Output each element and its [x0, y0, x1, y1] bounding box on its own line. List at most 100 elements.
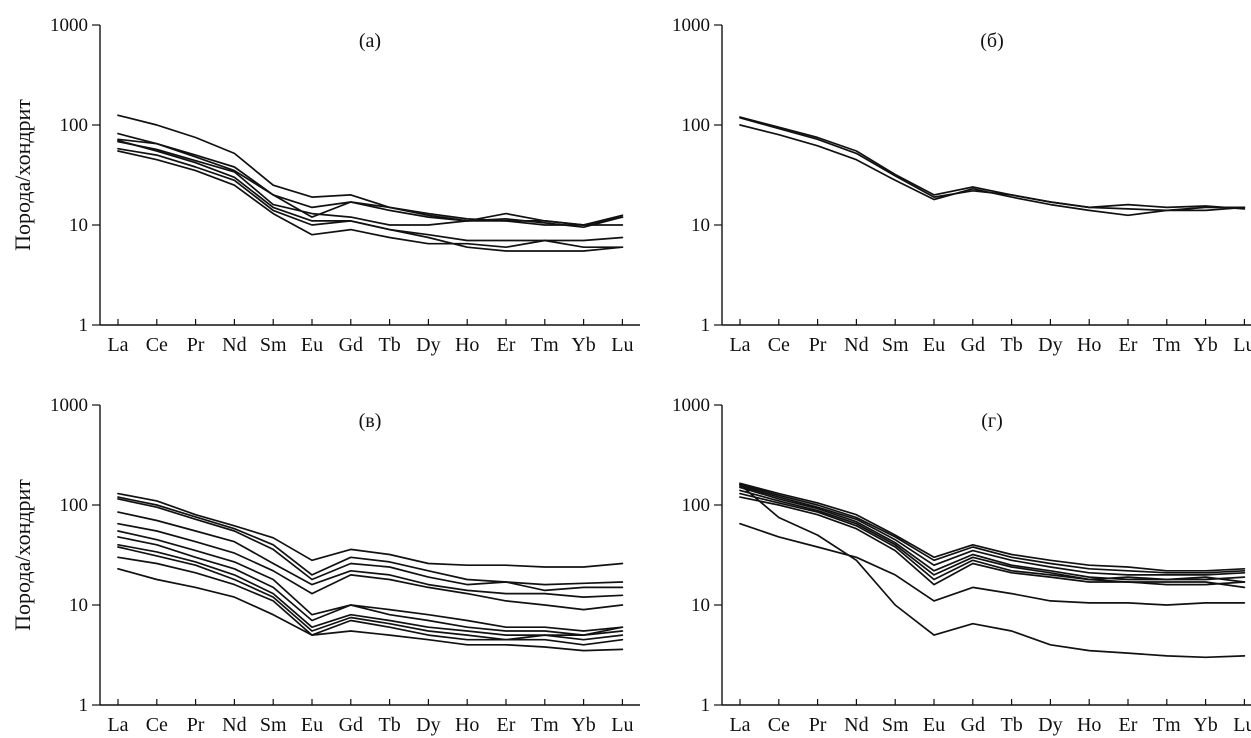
panel-a-series-line-1: [117, 114, 624, 226]
panel-c-series-line-2: [117, 496, 624, 586]
panel-c-x-tick-label: Er: [497, 714, 516, 736]
panel-a-y-tick-label: 10: [69, 215, 88, 236]
panel-c-series-line-10: [117, 556, 624, 646]
panel-d-y-tick-label: 1000: [672, 395, 710, 416]
panel-b-title: (б): [980, 30, 1004, 52]
panel-c-x-tick-label: Nd: [222, 714, 246, 736]
panel-d-series-line-9: [739, 483, 1246, 659]
panel-c-x-tick-label: Tb: [378, 714, 400, 736]
panel-d-series-line-1: [739, 482, 1246, 572]
panel-a-y-tick-label: 1000: [50, 15, 88, 36]
panel-b: (б) 1 10 100 1000 La Ce Pr Nd Sm Eu Gd Tb Dy Ho Er Tm Yb…: [672, 15, 1251, 356]
panel-c-x-tick-label: Eu: [301, 714, 323, 736]
panel-c-x-tick-label: Lu: [611, 714, 633, 736]
panel-c-x-tick-label: Pr: [187, 714, 205, 736]
panel-a-x-tick-label: Nd: [222, 334, 246, 356]
panel-d-x-tick-label: Pr: [809, 714, 827, 736]
panel-d-x-tick-label: Tb: [1000, 714, 1022, 736]
panel-c-x-tick-label: Dy: [416, 714, 440, 736]
panel-d-x-tick-label: Yb: [1193, 714, 1217, 736]
panel-d-title: (г): [981, 410, 1003, 432]
panel-c-ylabel: Порода/хондрит: [10, 479, 35, 631]
panel-d-x-tick-label: Ce: [768, 714, 790, 736]
panel-b-series-line-3: [739, 116, 1246, 210]
panel-c-x-tick-label: Sm: [260, 714, 287, 736]
panel-d-x-tick-label: Tm: [1153, 714, 1181, 736]
panel-d-series-line-7: [739, 496, 1246, 586]
panel-a-series-line-6: [117, 150, 624, 249]
panel-c-y-tick-label: 10: [69, 595, 88, 616]
panel-b-y-tick-label: 100: [682, 115, 711, 136]
panel-d-x-tick-label: Ho: [1077, 714, 1101, 736]
panel-d-series-line-8: [739, 522, 1246, 606]
panel-a-series-line-4: [117, 140, 624, 226]
panel-a-x-tick-label: Dy: [416, 334, 440, 356]
panel-a-series-line-2: [117, 132, 624, 226]
panel-b-x-tick-label: Pr: [809, 334, 827, 356]
panel-b-x-tick-label: Eu: [923, 334, 945, 356]
panel-c-series-line-7: [117, 536, 624, 636]
panel-a-x-tick-label: La: [107, 334, 128, 356]
panel-a-x-tick-label: Ce: [146, 334, 168, 356]
panel-d-y-tick-label: 10: [691, 595, 710, 616]
panel-a-x-tick-label: Sm: [260, 334, 287, 356]
panel-b-x-tick-label: Tb: [1000, 334, 1022, 356]
panel-b-y-tick-label: 1000: [672, 15, 710, 36]
panel-c-series-line-3: [117, 498, 624, 592]
panel-c-x-tick-label: Yb: [571, 714, 595, 736]
panel-a-y-tick-label: 100: [60, 115, 89, 136]
panel-a-x-tick-label: Er: [497, 334, 516, 356]
panel-a-x-tick-label: Gd: [339, 334, 363, 356]
panel-c-x-tick-label: Ce: [146, 714, 168, 736]
panel-b-x-tick-label: Nd: [844, 334, 868, 356]
panel-b-x-tick-label: Sm: [882, 334, 909, 356]
panel-d-series-line-5: [739, 489, 1246, 583]
panel-d-x-tick-label: Sm: [882, 714, 909, 736]
panel-a-ylabel: Порода/хондрит: [10, 99, 35, 251]
panel-c-y-tick-label: 1: [79, 695, 89, 716]
panel-d-x-tick-label: Eu: [923, 714, 945, 736]
panel-d-x-tick-label: La: [729, 714, 750, 736]
panel-b-x-tick-label: Ho: [1077, 334, 1101, 356]
panel-b-y-tick-label: 10: [691, 215, 710, 236]
panel-d-series-line-6: [739, 492, 1246, 589]
panel-b-x-tick-label: Dy: [1038, 334, 1062, 356]
panel-c: (в) Порода/хондрит 1 10 100 1000 La Ce Pr Nd Sm E…: [10, 395, 640, 736]
panel-b-series-line-1: [739, 116, 1246, 212]
panel-d-series-line-3: [739, 485, 1246, 576]
panel-b-x-tick-label: La: [729, 334, 750, 356]
panel-b-x-tick-label: Er: [1119, 334, 1138, 356]
panel-d-y-tick-label: 1: [701, 695, 711, 716]
panel-a-x-tick-label: Tm: [531, 334, 559, 356]
panel-c-series-line-11: [117, 567, 624, 652]
panel-a-x-tick-label: Ho: [455, 334, 479, 356]
panel-a-x-tick-label: Eu: [301, 334, 323, 356]
panel-a-series-line-7: [117, 139, 624, 252]
panel-b-x-tick-label: Tm: [1153, 334, 1181, 356]
panel-c-x-tick-label: La: [107, 714, 128, 736]
panel-a-y-tick-label: 1: [79, 315, 89, 336]
panel-c-series-line-9: [117, 546, 624, 641]
panel-c-x-tick-label: Tm: [531, 714, 559, 736]
panel-c-title: (в): [359, 410, 382, 432]
panel-d-series-line-2: [739, 483, 1246, 574]
panel-d-y-tick-label: 100: [682, 495, 711, 516]
panel-c-x-tick-label: Ho: [455, 714, 479, 736]
panel-b-x-tick-label: Yb: [1193, 334, 1217, 356]
panel-a: (а) Порода/хондрит 1 10 100 1000 La Ce Pr Nd Sm E…: [10, 15, 640, 356]
panel-d-x-tick-label: Lu: [1233, 714, 1251, 736]
panel-d-x-tick-label: Gd: [961, 714, 985, 736]
panel-c-y-tick-label: 1000: [50, 395, 88, 416]
panel-d-x-tick-label: Er: [1119, 714, 1138, 736]
panel-d-real: (г) 1 10 100 1000 La Ce Pr Nd Sm Eu Gd Tb Dy Ho Er Tm Yb…: [672, 395, 1251, 736]
panel-d-x-tick-label: Nd: [844, 714, 868, 736]
panel-c-series-line-6: [117, 530, 624, 632]
panel-a-x-tick-label: Yb: [571, 334, 595, 356]
panel-c-x-tick-label: Gd: [339, 714, 363, 736]
panel-a-x-tick-label: Tb: [378, 334, 400, 356]
panel-a-series-line-3: [117, 138, 624, 229]
panel-b-x-tick-label: Gd: [961, 334, 985, 356]
panel-a-x-tick-label: Pr: [187, 334, 205, 356]
panel-c-series-line-1: [117, 492, 624, 568]
